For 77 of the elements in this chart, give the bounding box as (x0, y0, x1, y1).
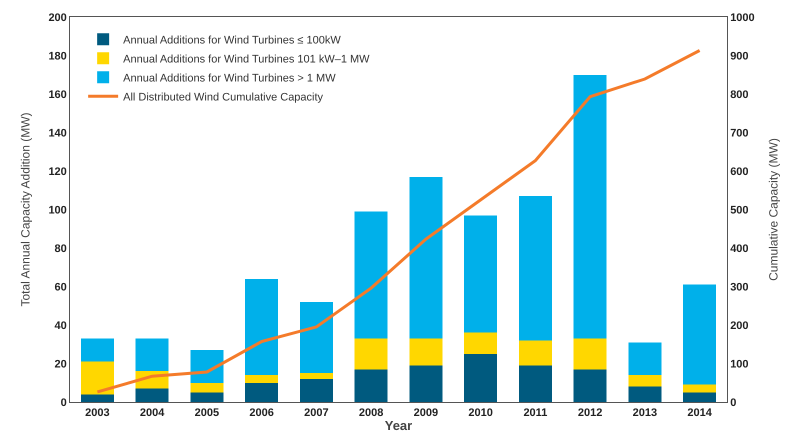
x-axis-title: Year (384, 418, 412, 433)
legend-label: Annual Additions for Wind Turbines 101 kW–1 MW (123, 53, 370, 66)
bar (683, 384, 716, 392)
bar (409, 338, 442, 366)
y-tick-label: 60 (54, 281, 67, 294)
y2-tick-label: 1000 (730, 12, 755, 24)
y-tick-label: 80 (54, 242, 67, 255)
bar (518, 196, 552, 340)
y2-tick-label: 100 (730, 358, 749, 370)
y2-tick-label: 900 (730, 50, 749, 62)
bar (190, 392, 224, 402)
bar (628, 342, 662, 376)
bar (80, 338, 114, 362)
bar (245, 375, 278, 383)
x-tick-label: 2007 (304, 407, 329, 420)
bar (683, 392, 716, 402)
bar (136, 338, 169, 372)
x-tick-label: 2004 (140, 407, 166, 420)
y2-tick-label: 0 (730, 396, 736, 409)
bar (518, 365, 552, 402)
y-tick-label: 140 (48, 127, 67, 140)
y2-tick-label: 400 (730, 242, 749, 255)
bar (300, 378, 333, 402)
y2-axis-title: Cumulative Capacity (MW) (766, 138, 781, 281)
y-tick-label: 40 (54, 320, 67, 332)
y-tick-label: 160 (48, 88, 67, 101)
legend-label: Annual Additions for Wind Turbines > 1 MW (123, 72, 336, 84)
bar (628, 386, 662, 402)
bar (574, 74, 607, 338)
y2-tick-label: 300 (730, 281, 749, 294)
x-tick-label: 2008 (358, 407, 384, 420)
y-tick-label: 0 (60, 396, 67, 409)
x-tick-label: 2003 (85, 407, 110, 420)
legend-label: Annual Additions for Wind Turbines ≤ 100kW (123, 34, 342, 46)
bar (574, 338, 607, 370)
bar (136, 388, 169, 402)
y-tick-label: 100 (48, 204, 67, 216)
bar (80, 394, 114, 402)
bar (409, 176, 442, 338)
x-tick-label: 2009 (414, 407, 438, 420)
x-tick-label: 2012 (578, 407, 602, 420)
bar (409, 365, 442, 402)
x-tick-label: 2010 (468, 407, 493, 420)
x-tick-label: 2005 (194, 407, 220, 420)
y-tick-label: 180 (48, 50, 67, 62)
bar (683, 284, 716, 385)
bar (574, 369, 607, 402)
bar (354, 369, 388, 402)
x-tick-label: 2011 (523, 407, 548, 420)
bar (354, 211, 388, 338)
y-axis-title: Total Annual Capacity Addition (MW) (18, 112, 33, 307)
bar (518, 340, 552, 366)
bar (300, 373, 333, 379)
bar (628, 375, 662, 387)
x-tick-label: 2006 (249, 407, 274, 420)
bar (245, 278, 278, 376)
y-tick-label: 200 (48, 12, 67, 24)
y2-tick-label: 600 (730, 166, 749, 178)
y-tick-label: 120 (48, 166, 67, 178)
bar (354, 338, 388, 370)
bar (300, 302, 333, 374)
y-tick-label: 20 (54, 358, 67, 370)
y2-tick-label: 500 (730, 204, 749, 216)
bar (464, 354, 498, 402)
y2-tick-label: 700 (730, 127, 749, 140)
line-series (96, 49, 702, 394)
bar (245, 382, 278, 402)
x-tick-label: 2013 (632, 407, 658, 420)
bar (464, 332, 498, 354)
y2-tick-label: 200 (730, 320, 749, 332)
legend-label: All Distributed Wind Cumulative Capacity (123, 91, 324, 104)
bar (80, 362, 114, 394)
x-tick-label: 2014 (687, 407, 713, 420)
y2-tick-label: 800 (730, 88, 749, 101)
bar (464, 215, 498, 333)
bar (190, 382, 224, 392)
bar (190, 350, 224, 383)
